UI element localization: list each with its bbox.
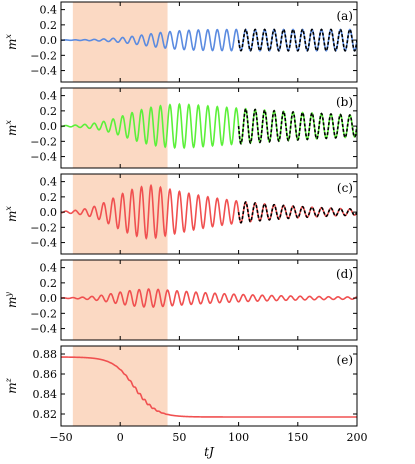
y-tick-label: 0.88 <box>33 348 58 361</box>
panel-e: 0.82 0.84 0.86 0.88 mz (e) <box>4 345 358 427</box>
x-tick-label: 50 <box>172 431 186 444</box>
y-tick-label: 0.4 <box>40 262 58 275</box>
y-tick-label: 0.86 <box>33 368 58 381</box>
y-tick-label: −0.2 <box>30 135 57 148</box>
y-tick-label: 0.2 <box>40 277 58 290</box>
y-tick-label: 0.2 <box>40 105 58 118</box>
panel-tag: (e) <box>337 353 353 367</box>
y-tick-label: −0.4 <box>30 151 57 164</box>
plot-frame <box>60 259 358 341</box>
y-tick-label: −0.2 <box>30 49 57 62</box>
y-tick-label: 0.4 <box>40 4 58 17</box>
overlay-dashed-line <box>237 201 357 224</box>
y-tick-label: 0.0 <box>40 206 58 219</box>
x-tick-label: 200 <box>347 431 368 444</box>
y-tick-label: 0.4 <box>40 90 58 103</box>
y-tick-label: −0.4 <box>30 65 57 78</box>
y-tick-label: 0.0 <box>40 34 58 47</box>
y-tick-label: 0.84 <box>33 388 58 401</box>
y-tick-label: −0.2 <box>30 307 57 320</box>
y-tick-label: −0.4 <box>30 323 57 336</box>
series-line <box>61 356 357 418</box>
y-tick-label: 0.0 <box>40 292 58 305</box>
x-tick-label: 100 <box>228 431 249 444</box>
shaded-interval <box>72 346 168 426</box>
panel-tag: (a) <box>336 9 353 23</box>
y-axis-label: mx <box>4 206 19 222</box>
x-tick-label: 0 <box>117 431 124 444</box>
y-axis-label: mx <box>4 34 19 50</box>
x-axis-label: tJ <box>204 445 215 459</box>
panel-c: −0.4 −0.2 0.0 0.2 0.4 mx (c) <box>4 173 358 255</box>
plot-frame <box>60 173 358 255</box>
y-tick-label: 0.4 <box>40 176 58 189</box>
y-tick-label: −0.4 <box>30 237 57 250</box>
plot-frame <box>60 87 358 169</box>
panel-tag: (c) <box>337 181 353 195</box>
panel-d: −0.4 −0.2 0.0 0.2 0.4 my (d) <box>4 259 358 341</box>
y-axis-label: my <box>4 292 19 308</box>
panel-a: −0.4 −0.2 0.0 0.2 0.4 mx (a) <box>4 1 358 83</box>
y-tick-label: −0.2 <box>30 221 57 234</box>
y-tick-label: 0.0 <box>40 120 58 133</box>
y-axis-label: mz <box>4 377 19 393</box>
x-tick-label: 150 <box>287 431 308 444</box>
overlay-dashed-line <box>237 28 357 52</box>
panel-tag: (d) <box>336 267 353 281</box>
shaded-interval <box>72 2 168 82</box>
y-tick-label: 0.2 <box>40 191 58 204</box>
plot-frame <box>60 1 358 83</box>
overlay-dashed-line <box>237 107 357 145</box>
plot-frame <box>60 345 358 427</box>
series-line <box>61 288 357 308</box>
y-axis-label: mx <box>4 120 19 136</box>
y-tick-label: 0.82 <box>33 408 58 421</box>
y-tick-label: 0.2 <box>40 19 58 32</box>
panel-b: −0.4 −0.2 0.0 0.2 0.4 mx (b) <box>4 87 358 169</box>
x-tick-label: −50 <box>49 431 72 444</box>
panel-tag: (b) <box>336 95 353 109</box>
